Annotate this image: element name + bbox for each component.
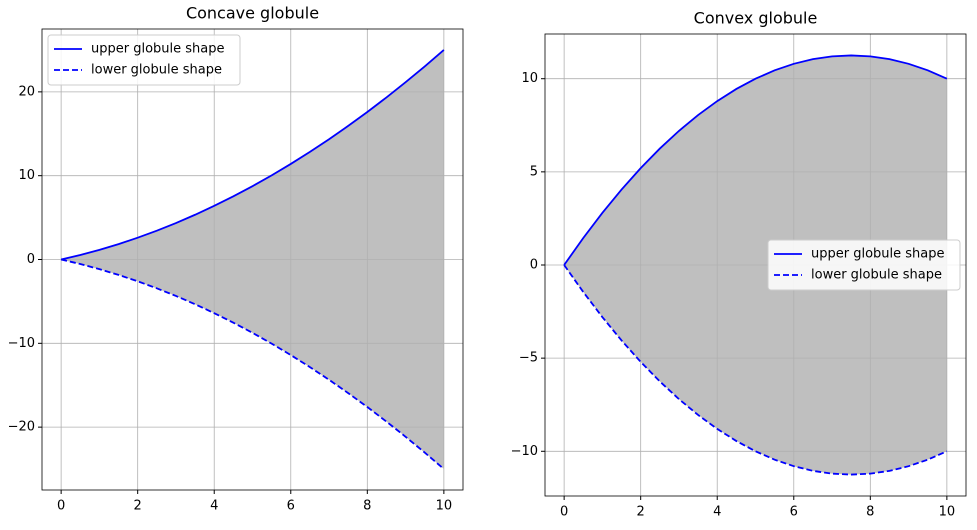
- y-tick-label: −10: [8, 336, 35, 351]
- x-tick-label: 0: [57, 499, 65, 514]
- y-tick-label: 10: [521, 71, 538, 86]
- x-tick-label: 10: [939, 505, 956, 520]
- legend: upper globule shape lower globule shape: [767, 239, 961, 291]
- y-tick-label: 0: [27, 252, 35, 267]
- subplot: 0 2 4 6 8 10 −20 −10 0 10 20 Concave globule upper g…: [8, 4, 464, 514]
- x-tick-label: 2: [637, 505, 645, 520]
- legend-label: upper globule shape: [91, 42, 225, 57]
- subplot: 0 2 4 6 8 10 −10 −5 0 5 10 Convex globule upper glob…: [511, 9, 967, 520]
- x-tick-label: 0: [560, 505, 568, 520]
- x-tick-label: 6: [287, 499, 295, 514]
- axes-frame: [544, 33, 967, 497]
- y-tick-label: 5: [530, 164, 538, 179]
- legend: upper globule shape lower globule shape: [47, 34, 241, 86]
- x-tick-label: 8: [363, 499, 371, 514]
- chart-title: Convex globule: [694, 9, 818, 28]
- x-tick-label: 2: [134, 499, 142, 514]
- y-tick-label: 10: [18, 168, 35, 183]
- legend-box: [767, 239, 961, 291]
- legend-box: [47, 34, 241, 86]
- y-tick-label: −10: [511, 444, 538, 459]
- y-tick-label: 20: [18, 84, 35, 99]
- series-line: [60, 49, 445, 261]
- x-tick-label: 10: [436, 499, 453, 514]
- x-tick-label: 4: [713, 505, 721, 520]
- x-tick-label: 6: [790, 505, 798, 520]
- axes-frame: [41, 28, 464, 491]
- x-tick-label: 8: [866, 505, 874, 520]
- x-tick-label: 4: [210, 499, 218, 514]
- legend-label: upper globule shape: [811, 247, 945, 262]
- series-line: [563, 54, 948, 266]
- y-tick-label: −20: [8, 420, 35, 435]
- y-tick-label: −5: [519, 351, 538, 366]
- legend-label: lower globule shape: [91, 63, 222, 78]
- series-line: [60, 258, 445, 470]
- y-tick-label: 0: [530, 258, 538, 273]
- legend-label: lower globule shape: [811, 268, 942, 283]
- series-line: [563, 264, 948, 476]
- chart-title: Concave globule: [186, 4, 319, 23]
